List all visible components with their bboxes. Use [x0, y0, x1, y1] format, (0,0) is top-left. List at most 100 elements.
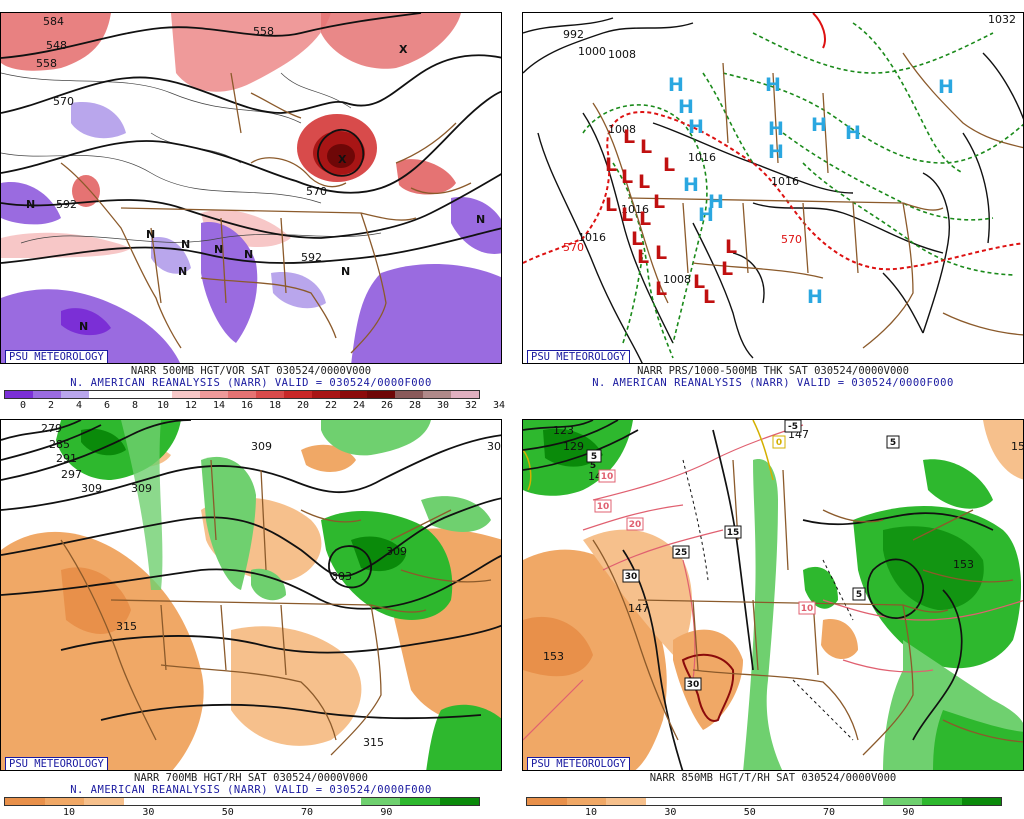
- contour-label: 592: [301, 251, 322, 264]
- map-valid-line: N. AMERICAN REANALYSIS (NARR) VALID = 03…: [592, 377, 954, 389]
- colorbar-swatch: [172, 391, 201, 398]
- colorbar-swatch: [283, 391, 312, 398]
- colorbar-swatch: [882, 798, 922, 805]
- vorticity-colorbar: [4, 390, 480, 399]
- colorbar-swatch: [527, 798, 567, 805]
- svg-text:15: 15: [727, 528, 740, 538]
- height-label: 279: [41, 422, 62, 435]
- rh-colorbar: [526, 797, 1002, 806]
- height-label: 303: [331, 570, 352, 583]
- high-pressure-mark: H: [845, 122, 861, 144]
- colorbar-swatch: [566, 798, 606, 805]
- colorbar-tick-label: 26: [381, 400, 394, 411]
- colorbar-tick-label: 20: [297, 400, 310, 411]
- colorbar-swatch: [685, 798, 725, 805]
- height-label: 285: [49, 438, 70, 451]
- low-pressure-mark: L: [703, 286, 715, 308]
- temp-box: 10: [598, 469, 616, 483]
- high-pressure-mark: H: [708, 191, 724, 213]
- isobar-label: 1008: [663, 273, 691, 286]
- high-pressure-mark: H: [765, 74, 781, 96]
- low-pressure-mark: L: [655, 278, 667, 300]
- n-mark: N: [341, 265, 350, 278]
- colorbar-swatch: [439, 798, 479, 805]
- colorbar-tick-label: 30: [142, 807, 155, 818]
- panel-500mb-vorticity: 584 548 558 570 558 570 592 592 N N N N …: [0, 12, 505, 412]
- colorbar-tick-label: 10: [63, 807, 76, 818]
- colorbar-swatch: [228, 391, 256, 398]
- x-mark: X: [399, 43, 408, 56]
- colorbar-swatch: [360, 798, 400, 805]
- contour-label: 548: [46, 39, 67, 52]
- colorbar-tick-label: 28: [409, 400, 422, 411]
- colorbar-tick-label: 70: [823, 807, 836, 818]
- colorbar-tick-label: 50: [743, 807, 756, 818]
- colorbar-tick-label: 2: [48, 400, 55, 411]
- height-label: 309: [131, 482, 152, 495]
- low-pressure-mark: L: [621, 166, 633, 188]
- n-mark: N: [244, 248, 253, 261]
- colorbar-swatch: [200, 391, 228, 398]
- n-mark: N: [476, 213, 485, 226]
- rh-colorbar-ticks: 10 30 50 70 90: [526, 807, 1002, 819]
- colorbar-swatch: [5, 798, 45, 805]
- colorbar-swatch: [922, 798, 962, 805]
- contour-label: 592: [56, 198, 77, 211]
- colorbar-swatch: [961, 798, 1001, 805]
- map-title: NARR 850MB HGT/T/RH SAT 030524/0000V000: [649, 772, 897, 784]
- colorbar-tick-label: 70: [301, 807, 314, 818]
- height-label: 315: [363, 736, 384, 749]
- svg-text:10: 10: [597, 502, 610, 512]
- svg-text:10: 10: [601, 472, 614, 482]
- colorbar-swatch: [144, 391, 173, 398]
- colorbar-swatch: [116, 391, 145, 398]
- colorbar-swatch: [843, 798, 883, 805]
- svg-text:20: 20: [629, 520, 642, 530]
- colorbar-swatch: [724, 798, 764, 805]
- isobar-label: 1016: [688, 151, 716, 164]
- high-pressure-mark: H: [768, 118, 784, 140]
- height-label: 153: [953, 558, 974, 571]
- colorbar-swatch: [606, 798, 646, 805]
- low-pressure-mark: L: [725, 236, 737, 258]
- svg-text:30: 30: [625, 572, 638, 582]
- height-label: 30: [487, 440, 501, 453]
- n-mark: N: [181, 238, 190, 251]
- panel-pressure-thickness: 992 1000 1008 1008 1016 1016 1016 1008 1…: [522, 12, 1024, 412]
- svg-text:10: 10: [801, 604, 814, 614]
- height-label: 123: [553, 424, 574, 437]
- colorbar-swatch: [423, 391, 451, 398]
- temp-box: 10: [594, 499, 612, 513]
- colorbar-tick-label: 0: [20, 400, 27, 411]
- vorticity-map-svg: 584 548 558 570 558 570 592 592 N N N N …: [1, 13, 501, 363]
- colorbar-swatch: [123, 798, 163, 805]
- height-label: 315: [116, 620, 137, 633]
- svg-text:5: 5: [591, 452, 597, 462]
- high-pressure-mark: H: [678, 96, 694, 118]
- psu-meteorology-badge: PSU METEOROLOGY: [527, 757, 630, 770]
- temp-box: 25: [672, 545, 690, 559]
- contour-label: 570: [53, 95, 74, 108]
- map-valid-line: N. AMERICAN REANALYSIS (NARR) VALID = 03…: [70, 377, 432, 389]
- colorbar-swatch: [32, 391, 61, 398]
- low-pressure-mark: L: [637, 246, 649, 268]
- rh-colorbar: [4, 797, 480, 806]
- height-label: 153: [543, 650, 564, 663]
- svg-text:5: 5: [590, 461, 596, 471]
- temp-box: 5: [886, 435, 900, 449]
- colorbar-swatch: [5, 391, 33, 398]
- colorbar-swatch: [311, 391, 340, 398]
- map-title: NARR 500MB HGT/VOR SAT 030524/0000V000: [130, 365, 372, 377]
- low-pressure-mark: L: [655, 242, 667, 264]
- isobar-label: 1008: [608, 48, 636, 61]
- colorbar-tick-label: 22: [325, 400, 338, 411]
- low-pressure-mark: L: [639, 208, 651, 230]
- colorbar-swatch: [255, 391, 284, 398]
- contour-label: 558: [253, 25, 274, 38]
- temp-box: 30: [622, 569, 640, 583]
- low-pressure-mark: L: [663, 154, 675, 176]
- svg-text:-5: -5: [788, 422, 798, 432]
- temp-box: 0: [772, 435, 786, 449]
- temp-box: 30: [684, 677, 702, 691]
- map-pressure-thickness: 992 1000 1008 1008 1016 1016 1016 1008 1…: [522, 12, 1024, 364]
